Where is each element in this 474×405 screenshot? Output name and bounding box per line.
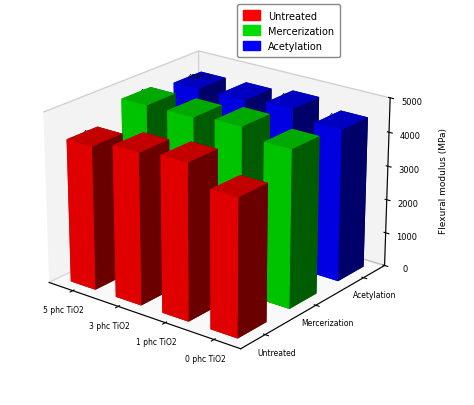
Legend: Untreated, Mercerization, Acetylation: Untreated, Mercerization, Acetylation <box>237 5 340 58</box>
